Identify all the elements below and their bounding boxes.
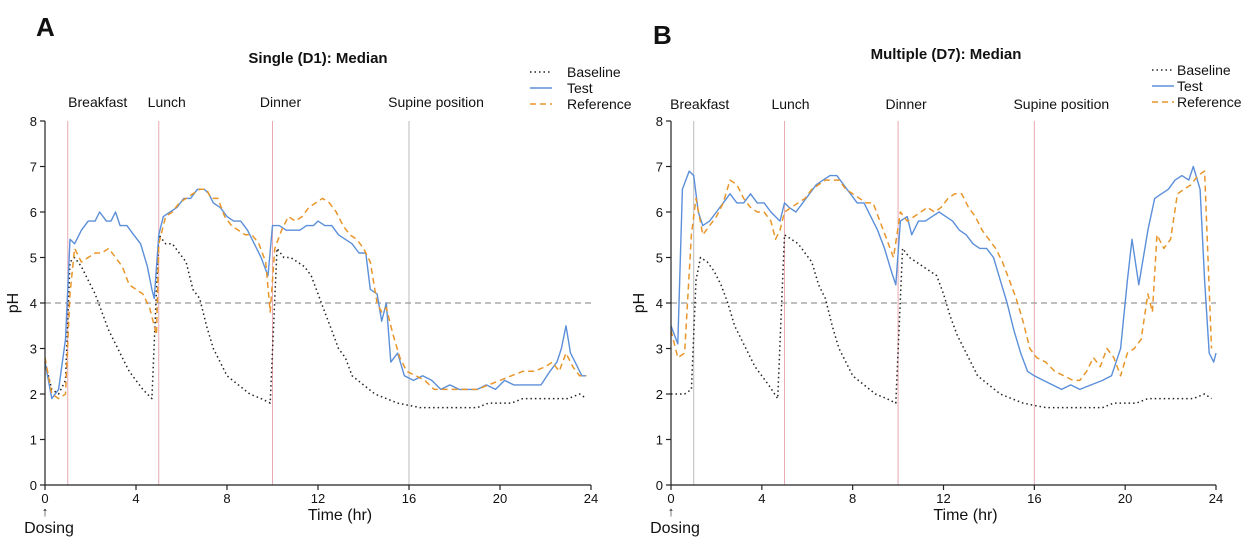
- x-tick-label: 0: [41, 491, 48, 506]
- x-tick-label: 8: [849, 491, 856, 506]
- y-tick-label: 1: [656, 433, 663, 448]
- x-tick-label: 4: [132, 491, 139, 506]
- x-tick-label: 24: [584, 491, 598, 506]
- y-axis-title: pH: [631, 293, 648, 313]
- event-label: Dinner: [885, 96, 927, 112]
- legend-label: Baseline: [1177, 62, 1231, 78]
- y-tick-label: 5: [30, 251, 37, 266]
- event-label: Breakfast: [670, 96, 729, 112]
- legend-label: Test: [567, 80, 593, 96]
- x-tick-label: 8: [223, 491, 230, 506]
- event-label: Supine position: [1013, 96, 1109, 112]
- legend-label: Baseline: [567, 64, 621, 80]
- dosing-arrow: ↑: [42, 504, 49, 519]
- x-tick-label: 20: [493, 491, 507, 506]
- y-tick-label: 5: [656, 251, 663, 266]
- y-tick-label: 3: [656, 342, 663, 357]
- x-tick-label: 16: [402, 491, 416, 506]
- series-line-reference: [670, 170, 1213, 382]
- series-line-baseline: [44, 234, 587, 409]
- event-label: Breakfast: [68, 94, 127, 110]
- dosing-arrow: ↑: [668, 504, 675, 519]
- series-line-baseline: [671, 234, 1212, 409]
- x-tick-label: 20: [1118, 491, 1132, 506]
- y-tick-label: 6: [30, 205, 37, 220]
- x-axis-title: Time (hr): [308, 507, 372, 524]
- event-label: Supine position: [388, 94, 484, 110]
- event-label: Lunch: [771, 96, 809, 112]
- x-tick-label: 16: [1027, 491, 1041, 506]
- legend-label: Test: [1177, 78, 1203, 94]
- y-tick-label: 8: [30, 114, 37, 129]
- y-tick-label: 6: [656, 205, 663, 220]
- y-tick-label: 4: [656, 296, 663, 311]
- x-tick-label: 24: [1209, 491, 1223, 506]
- event-label: Lunch: [148, 94, 186, 110]
- chart-title: Single (D1): Median: [248, 50, 387, 67]
- series-line-test: [670, 165, 1217, 391]
- series-line-reference: [44, 188, 587, 400]
- y-tick-label: 1: [30, 433, 37, 448]
- y-tick-label: 3: [30, 342, 37, 357]
- dosing-label: Dosing: [24, 520, 74, 537]
- event-label: Dinner: [260, 94, 302, 110]
- x-tick-label: 4: [758, 491, 765, 506]
- x-tick-label: 12: [311, 491, 325, 506]
- legend-label: Reference: [567, 96, 632, 112]
- chart-panel-b: B Multiple (D7): Median Breakfast Lunch Dinn…: [631, 20, 1242, 537]
- y-tick-label: 0: [30, 478, 37, 493]
- y-tick-label: 0: [656, 478, 663, 493]
- y-tick-label: 8: [656, 114, 663, 129]
- legend-label: Reference: [1177, 94, 1242, 110]
- y-tick-label: 4: [30, 296, 37, 311]
- x-tick-label: 0: [667, 491, 674, 506]
- y-tick-label: 2: [656, 387, 663, 402]
- chart-title: Multiple (D7): Median: [871, 46, 1022, 63]
- x-axis-title: Time (hr): [933, 507, 997, 524]
- dosing-label: Dosing: [650, 520, 700, 537]
- y-axis-title: pH: [5, 293, 22, 313]
- chart-panel-a: A Single (D1): Median Breakfast Lunch Dinner…: [5, 12, 632, 537]
- y-tick-label: 7: [656, 160, 663, 175]
- y-tick-label: 2: [30, 387, 37, 402]
- panel-letter: A: [36, 12, 55, 42]
- series-line-test: [44, 188, 587, 400]
- x-tick-label: 12: [936, 491, 950, 506]
- panel-letter: B: [653, 20, 672, 50]
- y-tick-label: 7: [30, 160, 37, 175]
